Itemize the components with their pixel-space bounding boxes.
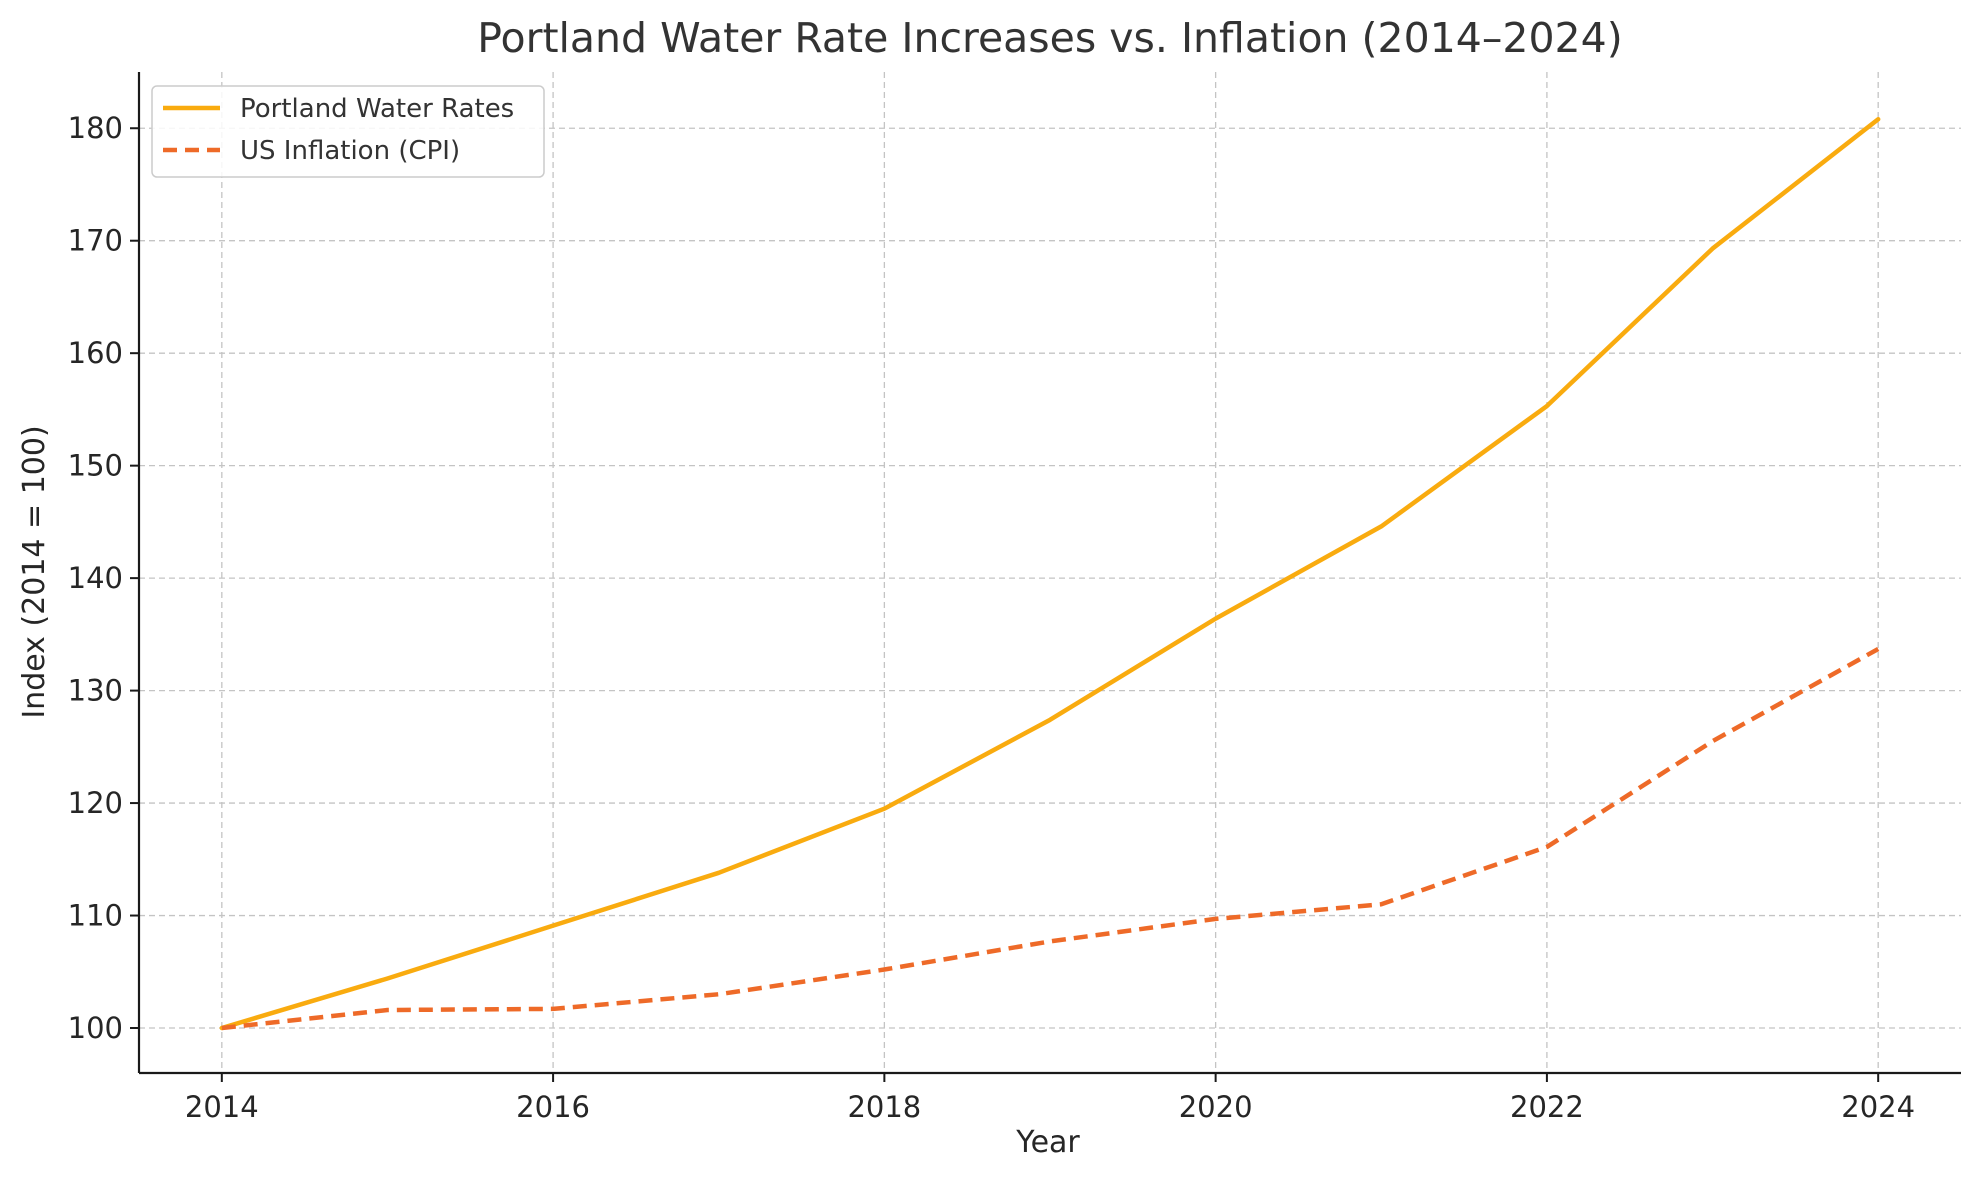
x-axis-ticks: 2014 2016 2018 2020 2022 2024 — [185, 1073, 1915, 1124]
x-tick-label: 2020 — [1179, 1090, 1253, 1124]
data-point-us-inflation-cpi — [1379, 902, 1383, 906]
data-point-us-inflation-cpi — [717, 992, 721, 996]
series-line-us-inflation-cpi — [221, 647, 1880, 1031]
y-tick-label: 160 — [68, 336, 123, 370]
y-tick-label: 120 — [68, 786, 123, 820]
y-tick-label: 130 — [68, 674, 123, 708]
data-point-portland-water-rates — [1048, 718, 1052, 722]
x-tick-label: 2018 — [847, 1090, 921, 1124]
data-point-portland-water-rates — [882, 807, 886, 811]
x-tick-label: 2016 — [516, 1090, 590, 1124]
data-point-portland-water-rates — [551, 924, 555, 928]
data-point-us-inflation-cpi — [220, 1026, 224, 1030]
data-point-portland-water-rates — [1876, 117, 1880, 121]
data-point-portland-water-rates — [1379, 524, 1383, 528]
legend-box — [151, 85, 545, 178]
y-axis-ticks: 100 110 120 130 140 150 160 170 180 — [68, 111, 139, 1045]
y-axis-label: Index (2014 = 100) — [17, 425, 52, 718]
y-tick-label: 150 — [68, 449, 123, 483]
data-point-portland-water-rates — [1545, 404, 1549, 408]
data-point-us-inflation-cpi — [1711, 739, 1715, 743]
data-point-us-inflation-cpi — [1876, 647, 1880, 651]
series-line-portland-water-rates — [219, 116, 1881, 1031]
x-tick-label: 2022 — [1510, 1090, 1584, 1124]
data-point-us-inflation-cpi — [1545, 845, 1549, 849]
data-point-us-inflation-cpi — [1048, 939, 1052, 943]
legend: Portland Water Rates US Inflation (CPI) — [151, 85, 545, 178]
y-tick-label: 110 — [68, 899, 123, 933]
data-point-portland-water-rates — [717, 871, 721, 875]
data-point-portland-water-rates — [385, 977, 389, 981]
data-point-portland-water-rates — [1214, 617, 1218, 621]
y-tick-label: 170 — [68, 224, 123, 258]
data-point-us-inflation-cpi — [551, 1007, 555, 1011]
x-axis-label: Year — [1015, 1125, 1080, 1160]
legend-label-portland-water-rates: Portland Water Rates — [240, 94, 514, 124]
data-point-us-inflation-cpi — [1214, 917, 1218, 921]
x-tick-label: 2024 — [1841, 1090, 1915, 1124]
data-point-portland-water-rates — [1711, 247, 1715, 251]
x-tick-label: 2014 — [185, 1090, 259, 1124]
data-point-us-inflation-cpi — [882, 968, 886, 972]
y-tick-label: 180 — [68, 111, 123, 145]
y-tick-label: 140 — [68, 561, 123, 595]
legend-label-us-inflation-cpi: US Inflation (CPI) — [240, 136, 460, 166]
series-lines — [219, 116, 1881, 1031]
y-tick-label: 100 — [68, 1011, 123, 1045]
data-point-us-inflation-cpi — [385, 1008, 389, 1012]
chart-title: Portland Water Rate Increases vs. Inflat… — [477, 14, 1622, 62]
